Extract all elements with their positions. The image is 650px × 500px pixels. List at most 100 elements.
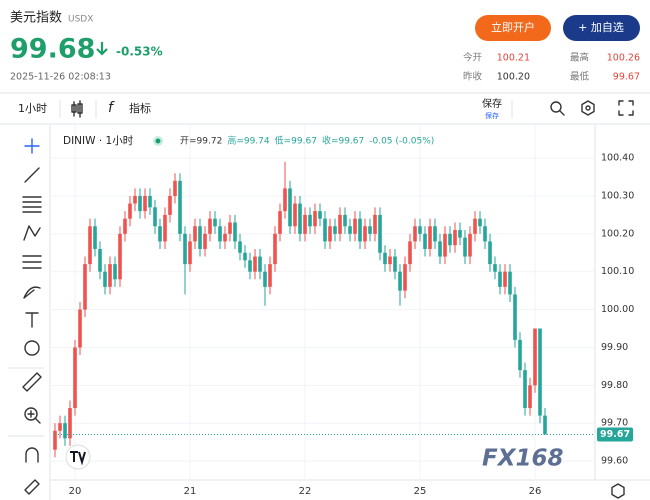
- candle-body: [138, 195, 142, 212]
- candle-body: [228, 222, 232, 234]
- candle-body: [448, 233, 452, 246]
- candle-body: [443, 233, 447, 257]
- candle-body: [538, 328, 542, 416]
- candle-body: [123, 218, 127, 234]
- candle-body: [528, 385, 532, 409]
- candle-body: [413, 226, 417, 242]
- candle-body: [323, 218, 327, 242]
- candle-body: [438, 241, 442, 257]
- candle-body: [53, 430, 57, 450]
- candle-body: [303, 214, 307, 234]
- stat-value: 99.67: [613, 72, 640, 83]
- fullscreen-icon[interactable]: [618, 100, 634, 116]
- ohlc-text: 高=99.74: [227, 135, 270, 147]
- candle-body: [183, 233, 187, 265]
- crosshair-tool[interactable]: [24, 138, 40, 154]
- candle-body: [418, 226, 422, 234]
- lock-tool[interactable]: [24, 479, 40, 495]
- candle-body: [513, 294, 517, 340]
- emoji-tool[interactable]: [24, 340, 40, 356]
- candle-body: [473, 218, 477, 234]
- fx-icon[interactable]: f: [108, 100, 115, 116]
- candle-body: [543, 415, 547, 435]
- candle-body: [198, 226, 202, 249]
- candle-body: [318, 211, 322, 219]
- down-arrow: [96, 42, 108, 56]
- candle-body: [208, 218, 212, 234]
- ohlc-legend: 开=99.72 高=99.74 低=99.67 收=99.67 -0.05 (-0.05…: [180, 135, 434, 147]
- candle-body: [278, 211, 282, 234]
- x-tick-label: 20: [69, 486, 82, 497]
- candle-body: [403, 264, 407, 291]
- magnet-tool[interactable]: [25, 447, 39, 463]
- y-tick-label: 100.20: [601, 228, 634, 239]
- y-tick-label: 99.60: [601, 456, 628, 467]
- add-watch-label[interactable]: + 加自选: [578, 21, 624, 34]
- brush-tool[interactable]: [23, 286, 41, 299]
- candle-body: [153, 207, 157, 227]
- candle-body: [158, 226, 162, 242]
- code: USDX: [68, 15, 93, 25]
- measure-tool[interactable]: [22, 372, 42, 392]
- text-tool[interactable]: [25, 312, 39, 328]
- candle-body: [83, 264, 87, 310]
- candle-body: [408, 241, 412, 265]
- title: 美元指数: [10, 11, 62, 26]
- stat-label: 昨收: [463, 71, 483, 83]
- axis-settings-icon[interactable]: [611, 483, 625, 499]
- settings-icon[interactable]: [581, 100, 595, 116]
- interval[interactable]: 1小时: [18, 102, 47, 115]
- projection-tool[interactable]: [22, 255, 42, 269]
- candle-icon[interactable]: [71, 100, 83, 118]
- candle-body: [338, 214, 342, 234]
- candle-body: [453, 230, 457, 246]
- candle-body: [168, 195, 172, 215]
- candle-body: [433, 226, 437, 242]
- candle-body: [458, 230, 462, 238]
- x-tick-label: 21: [184, 486, 197, 497]
- candle-body: [203, 233, 207, 249]
- candle-body: [343, 214, 347, 227]
- indicators[interactable]: 指标: [129, 101, 151, 115]
- candle-body: [253, 256, 257, 272]
- y-tick-label: 100.10: [601, 266, 634, 277]
- candle-body: [263, 271, 267, 287]
- candle-body: [353, 218, 357, 234]
- candles: [53, 161, 595, 458]
- fib-tool[interactable]: [22, 196, 42, 213]
- zoom-tool[interactable]: [24, 407, 38, 421]
- stat-value: 100.20: [497, 72, 530, 83]
- ohlc-text: -0.05 (-0.05%): [369, 137, 434, 147]
- x-tick-label: 25: [414, 486, 427, 497]
- candle-body: [488, 241, 492, 265]
- candle-body: [308, 214, 312, 227]
- candle-body: [98, 248, 102, 272]
- candle-body: [68, 408, 72, 439]
- y-tick-label: 100.00: [601, 304, 634, 315]
- candle-body: [478, 218, 482, 227]
- candle-body: [328, 226, 332, 242]
- stat-label: 最低: [570, 71, 590, 83]
- symbol: DINIW · 1小时: [63, 135, 134, 147]
- candle-body: [58, 423, 62, 431]
- candle-body: [508, 271, 512, 295]
- line-tool[interactable]: [24, 167, 40, 183]
- status-dot: [155, 138, 161, 144]
- y-tick-label: 100.40: [601, 153, 634, 164]
- last-price-label: 99.67: [600, 429, 630, 440]
- save[interactable]: 保存: [482, 97, 502, 110]
- pattern-tool[interactable]: [23, 225, 41, 241]
- candle-body: [423, 233, 427, 249]
- candle-body: [468, 233, 472, 257]
- candle-body: [533, 328, 537, 386]
- y-tick-label: 99.80: [601, 380, 628, 391]
- candle-body: [238, 241, 242, 253]
- timestamp: 2025-11-26 02:08:13: [10, 72, 111, 83]
- search-icon[interactable]: [550, 101, 565, 116]
- open-account-button[interactable]: [475, 15, 551, 41]
- add-watch-button[interactable]: [563, 15, 640, 41]
- candle-body: [388, 256, 392, 265]
- open-account-label[interactable]: 立即开户: [491, 20, 535, 34]
- candle-body: [523, 370, 527, 409]
